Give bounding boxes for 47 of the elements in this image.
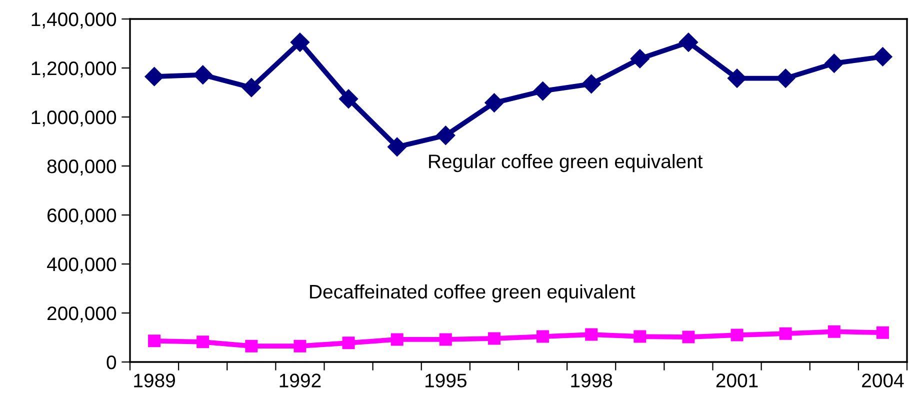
point bbox=[779, 327, 792, 340]
x-tick-label: 1998 bbox=[571, 374, 612, 388]
point bbox=[242, 78, 261, 98]
point bbox=[388, 137, 407, 156]
point bbox=[533, 81, 552, 101]
y-tick-label: 600,000 bbox=[48, 208, 116, 225]
x-tick-label: 2004 bbox=[862, 374, 904, 388]
point bbox=[630, 49, 650, 68]
x-tick-label: 1992 bbox=[280, 374, 321, 388]
x-tick-label: 2001 bbox=[716, 374, 758, 388]
point bbox=[144, 67, 164, 86]
point bbox=[390, 333, 404, 346]
point bbox=[730, 328, 744, 342]
point bbox=[294, 340, 306, 352]
series-label: Decaffeinated coffee green equivalent bbox=[310, 284, 636, 302]
point bbox=[436, 126, 456, 145]
point bbox=[873, 47, 892, 66]
y-tick-label: 400,000 bbox=[46, 257, 116, 274]
y-tick-label: 800,000 bbox=[47, 159, 116, 176]
y-tick-label: 1,200,000 bbox=[32, 61, 116, 78]
point bbox=[488, 332, 500, 345]
point bbox=[536, 330, 550, 343]
point bbox=[585, 328, 598, 341]
point bbox=[682, 330, 695, 344]
point bbox=[678, 32, 698, 52]
point bbox=[828, 325, 840, 338]
point bbox=[776, 68, 796, 88]
y-tick-label: 0 bbox=[106, 355, 116, 370]
point bbox=[245, 340, 258, 352]
x-tick-label: 1989 bbox=[134, 374, 175, 388]
point bbox=[196, 336, 210, 348]
y-tick-label: 200,000 bbox=[48, 306, 116, 323]
point bbox=[342, 336, 355, 350]
y-tick-label: 1,000,000 bbox=[32, 110, 116, 127]
point bbox=[634, 330, 646, 343]
point bbox=[582, 74, 601, 94]
point bbox=[484, 93, 504, 112]
point bbox=[290, 32, 310, 52]
point bbox=[339, 89, 358, 108]
y-tick-label: 1,400,000 bbox=[32, 12, 116, 29]
point bbox=[824, 54, 844, 73]
x-tick-label: 1995 bbox=[426, 374, 466, 388]
point bbox=[876, 326, 889, 339]
point bbox=[148, 334, 161, 348]
series-label: Regular coffee green equivalent bbox=[429, 154, 703, 172]
point bbox=[439, 333, 452, 346]
point bbox=[193, 65, 212, 84]
